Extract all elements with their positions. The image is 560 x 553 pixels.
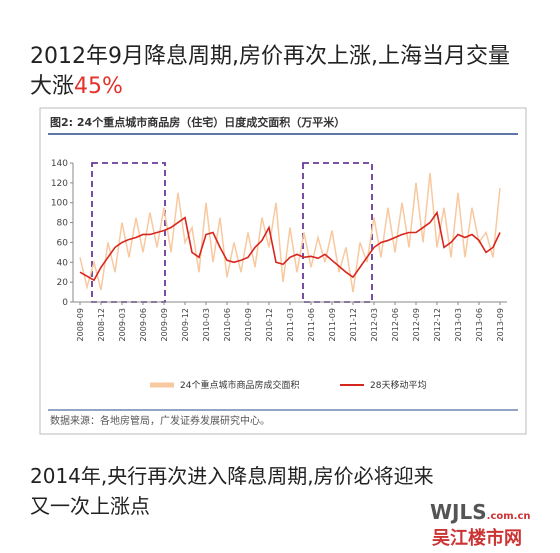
legend-label: 28天移动平均: [370, 379, 426, 391]
x-tick-label: 2011-12: [349, 308, 358, 341]
watermark-name: 吴江楼市网: [432, 528, 522, 549]
watermark-site: WJLS: [430, 500, 487, 524]
x-tick-label: 2012-03: [370, 308, 379, 341]
header-text: 大涨: [30, 74, 75, 99]
chart-title: 图2: 24个重点城市商品房（住宅）日度成交面积（万平米）: [50, 115, 345, 129]
x-tick-label: 2009-03: [118, 308, 127, 341]
header-line: 2012年9月降息周期,房价再次上涨,上海当月交量: [30, 44, 510, 69]
y-tick-label: 40: [57, 258, 69, 268]
y-tick-label: 80: [57, 219, 69, 229]
x-tick-label: 2013-06: [475, 308, 484, 341]
series-line: [79, 172, 501, 293]
legend-label: 24个重点城市商品房成交面积: [180, 379, 299, 391]
watermark: WJLS.com.cn: [430, 500, 531, 524]
y-tick-label: 100: [51, 199, 68, 209]
x-tick-label: 2013-09: [496, 308, 505, 341]
x-tick-label: 2013-03: [454, 308, 463, 341]
x-tick-label: 2008-12: [97, 308, 106, 341]
x-tick-label: 2011-06: [307, 308, 316, 341]
x-tick-label: 2009-12: [181, 308, 190, 341]
x-tick-label: 2010-09: [244, 308, 253, 341]
x-tick-label: 2009-09: [160, 308, 169, 341]
highlight: 45%: [74, 74, 123, 99]
series-line: [79, 210, 501, 282]
source: 数据来源：各地房管局，广发证券发展研究中心。: [50, 414, 270, 427]
header-line: 大涨45%: [30, 68, 123, 100]
y-tick-label: 120: [51, 179, 68, 189]
x-tick-label: 2009-06: [139, 308, 148, 341]
x-tick-label: 2012-09: [412, 308, 421, 341]
x-tick-label: 2010-03: [202, 308, 211, 341]
x-tick-label: 2012-06: [391, 308, 400, 341]
x-tick-label: 2011-03: [286, 308, 295, 341]
x-tick-label: 2010-12: [265, 308, 274, 341]
x-tick-label: 2010-06: [223, 308, 232, 341]
x-tick-label: 2008-09: [76, 308, 85, 341]
watermark-domain: .com.cn: [486, 511, 531, 522]
x-tick-label: 2011-09: [328, 308, 337, 341]
highlight-box: [302, 162, 373, 303]
x-tick-label: 2012-12: [433, 308, 442, 341]
chart-frame: [39, 107, 527, 435]
y-tick-label: 60: [57, 238, 69, 248]
highlight-box: [91, 162, 166, 303]
footer-line: 2014年,央行再次进入降息周期,房价必将迎来: [30, 464, 434, 488]
y-tick-label: 20: [57, 278, 69, 288]
footer-line: 又一次上涨点: [30, 494, 150, 518]
y-tick-label: 140: [51, 159, 68, 169]
y-tick-label: 0: [62, 298, 68, 308]
